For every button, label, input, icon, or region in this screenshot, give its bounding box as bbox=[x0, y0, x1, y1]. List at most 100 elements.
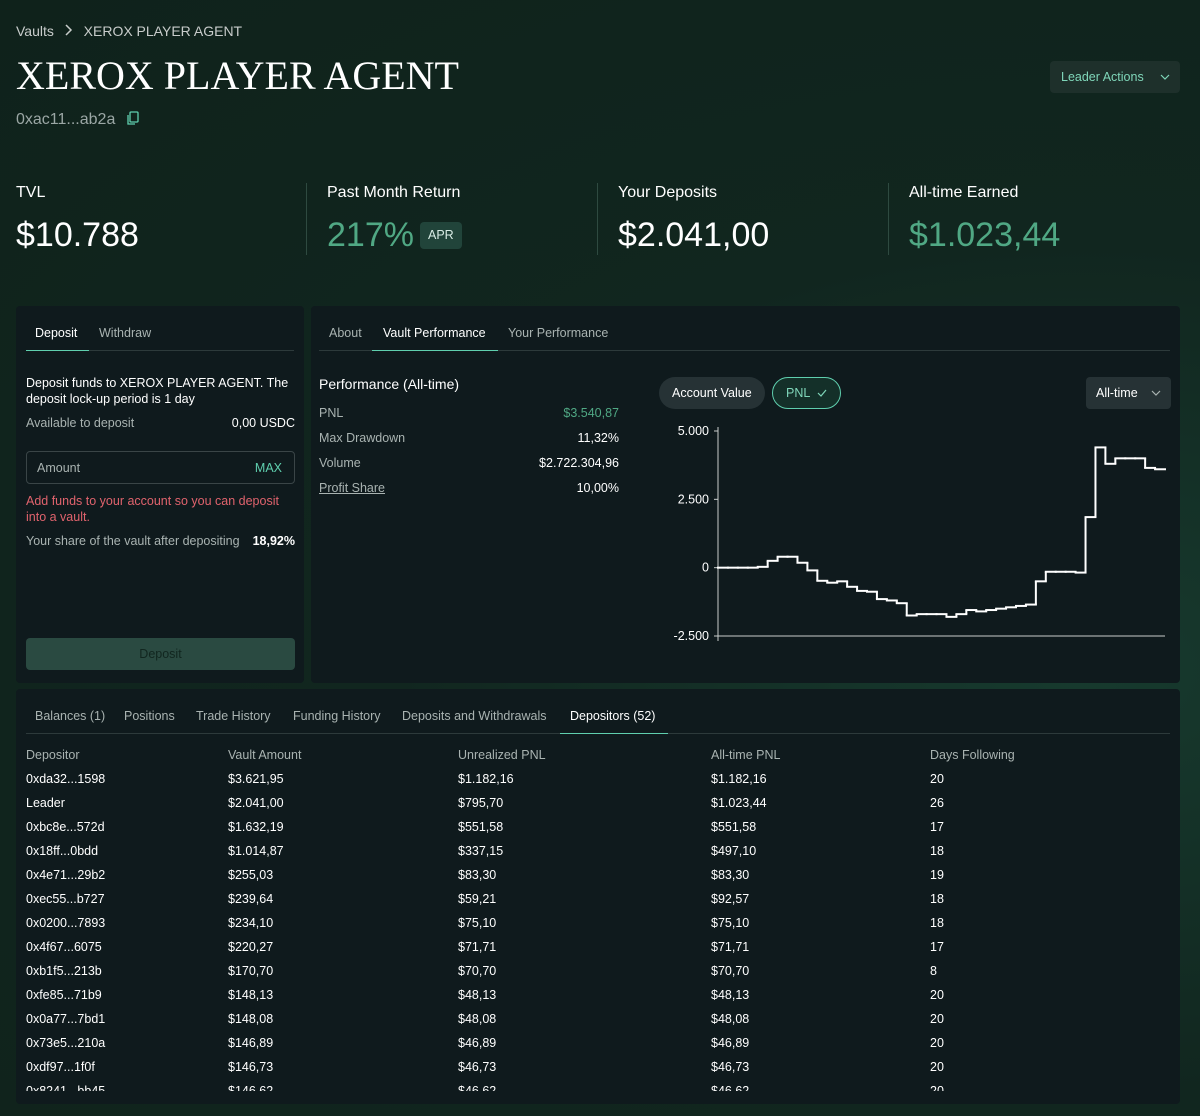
tab[interactable]: Positions bbox=[124, 709, 175, 723]
table-cell: $3.621,95 bbox=[228, 772, 284, 786]
tab[interactable]: Withdraw bbox=[99, 326, 152, 340]
table-cell: $48,13 bbox=[458, 988, 497, 1002]
amount-input[interactable]: Amount MAX bbox=[26, 451, 295, 484]
table-cell: 17 bbox=[930, 940, 944, 954]
tab[interactable]: About bbox=[329, 326, 362, 340]
tab[interactable]: Trade History bbox=[196, 709, 271, 723]
table-cell: 0xda32...1598 bbox=[26, 772, 106, 786]
table-cell: $75,10 bbox=[711, 916, 750, 930]
max-button[interactable]: MAX bbox=[254, 461, 282, 475]
table-cell: $146,73 bbox=[228, 1060, 274, 1074]
tab[interactable]: Depositors (52) bbox=[570, 709, 656, 723]
table-cell: $1.632,19 bbox=[228, 820, 284, 834]
metric-label: PNL bbox=[319, 406, 344, 420]
tab[interactable]: Deposits and Withdrawals bbox=[402, 709, 547, 723]
column-header: All-time PNL bbox=[711, 748, 781, 762]
apr-badge: APR bbox=[420, 222, 462, 249]
table-cell: 20 bbox=[930, 772, 944, 786]
metric-value: 11,32% bbox=[577, 431, 619, 445]
table: Depositor Vault Amount Unrealized PNL All-t… bbox=[26, 747, 1170, 1091]
table-cell: $239,64 bbox=[228, 892, 274, 906]
metric-label[interactable]: Profit Share bbox=[319, 481, 386, 495]
tab[interactable]: Vault Performance bbox=[383, 326, 486, 340]
deposit-panel: Deposit Withdraw Deposit funds to XEROX … bbox=[16, 306, 304, 683]
table-cell: $2.041,00 bbox=[228, 796, 284, 810]
performance-panel: About Vault Performance Your Performance… bbox=[311, 306, 1180, 683]
deposit-error: Add funds to your account so you can dep… bbox=[26, 494, 279, 524]
tab[interactable]: Deposit bbox=[35, 326, 78, 340]
table-cell: $1.182,16 bbox=[458, 772, 514, 786]
stat-label: Your Deposits bbox=[618, 184, 718, 201]
divider bbox=[888, 183, 889, 255]
table-cell: $46,62 bbox=[458, 1084, 497, 1091]
table-cell: 0x8241...bb45 bbox=[26, 1084, 106, 1091]
tab-divider bbox=[26, 350, 294, 351]
stat-label: Past Month Return bbox=[327, 184, 461, 201]
table-cell: $551,58 bbox=[458, 820, 504, 834]
table-cell: 26 bbox=[930, 796, 944, 810]
chevron bbox=[1160, 74, 1170, 80]
table-cell: $59,21 bbox=[458, 892, 497, 906]
table-cell: 8 bbox=[930, 964, 937, 978]
metric-value: $2.722.304,96 bbox=[539, 456, 619, 470]
table-cell: 0x0a77...7bd1 bbox=[26, 1012, 106, 1026]
stat-value: $1.023,44 bbox=[909, 216, 1061, 254]
toggle-pnl[interactable]: PNL bbox=[772, 377, 842, 409]
range-select[interactable]: All-time bbox=[1086, 377, 1171, 409]
table-cell: $71,71 bbox=[711, 940, 750, 954]
table-cell: $148,08 bbox=[228, 1012, 274, 1026]
table-cell: $148,13 bbox=[228, 988, 274, 1002]
table-cell: $83,30 bbox=[711, 868, 750, 882]
table-cell: 20 bbox=[930, 1084, 944, 1091]
breadcrumb-root[interactable]: Vaults bbox=[16, 23, 54, 39]
table-cell: 18 bbox=[930, 892, 944, 906]
column-header: Unrealized PNL bbox=[458, 748, 546, 762]
toggle-account-value[interactable]: Account Value bbox=[659, 377, 765, 409]
chevron bbox=[1151, 390, 1161, 396]
vault-address: 0xac11...ab2a bbox=[16, 111, 140, 129]
tab[interactable]: Funding History bbox=[293, 709, 381, 723]
y-tick-label: 0 bbox=[702, 561, 709, 575]
metric-value: $3.540,87 bbox=[563, 406, 619, 420]
stat-value: 217% bbox=[327, 216, 414, 254]
performance-heading: Performance (All-time) bbox=[319, 376, 460, 392]
tab[interactable]: Your Performance bbox=[508, 326, 609, 340]
address-text: 0xac11...ab2a bbox=[16, 111, 116, 128]
range-label: All-time bbox=[1096, 386, 1138, 400]
table-cell: 20 bbox=[930, 1036, 944, 1050]
pnl-chart: -2.500 0 2.500 5.000 bbox=[674, 424, 1166, 643]
table-cell: 20 bbox=[930, 1012, 944, 1026]
table-cell: $48,13 bbox=[711, 988, 750, 1002]
deposit-description: Deposit funds to XEROX PLAYER AGENT. The… bbox=[26, 376, 289, 406]
column-header[interactable]: Vault Amount bbox=[228, 748, 302, 762]
copy-icon[interactable] bbox=[126, 111, 140, 125]
table-cell: 20 bbox=[930, 1060, 944, 1074]
table-cell: $75,10 bbox=[458, 916, 497, 930]
table-cell: $46,89 bbox=[711, 1036, 750, 1050]
table-cell: $70,70 bbox=[711, 964, 750, 978]
stat-label: All-time Earned bbox=[909, 184, 1019, 201]
deposit-button[interactable]: Deposit bbox=[26, 638, 295, 670]
table-cell: $92,57 bbox=[711, 892, 750, 906]
table-cell: $83,30 bbox=[458, 868, 497, 882]
column-header: Days Following bbox=[930, 748, 1015, 762]
table-cell: $234,10 bbox=[228, 916, 274, 930]
leader-actions-button[interactable]: Leader Actions bbox=[1050, 61, 1180, 93]
table-cell: 0xb1f5...213b bbox=[26, 964, 102, 978]
vault-title: XEROX PLAYER AGENT bbox=[16, 53, 459, 98]
column-header: Depositor bbox=[26, 748, 80, 762]
check-icon bbox=[817, 389, 827, 397]
tab-indicator bbox=[26, 350, 89, 351]
table-cell: Leader bbox=[26, 796, 65, 810]
table-cell: $46,62 bbox=[711, 1084, 750, 1091]
divider bbox=[597, 183, 598, 255]
table-cell: $71,71 bbox=[458, 940, 497, 954]
leader-actions-label: Leader Actions bbox=[1061, 70, 1144, 84]
tab[interactable]: Balances (1) bbox=[35, 709, 106, 723]
table-cell: $497,10 bbox=[711, 844, 757, 858]
breadcrumb-current: XEROX PLAYER AGENT bbox=[83, 23, 243, 39]
tab-indicator bbox=[560, 733, 668, 734]
table-cell: $48,08 bbox=[458, 1012, 497, 1026]
table-cell: $46,73 bbox=[711, 1060, 750, 1074]
